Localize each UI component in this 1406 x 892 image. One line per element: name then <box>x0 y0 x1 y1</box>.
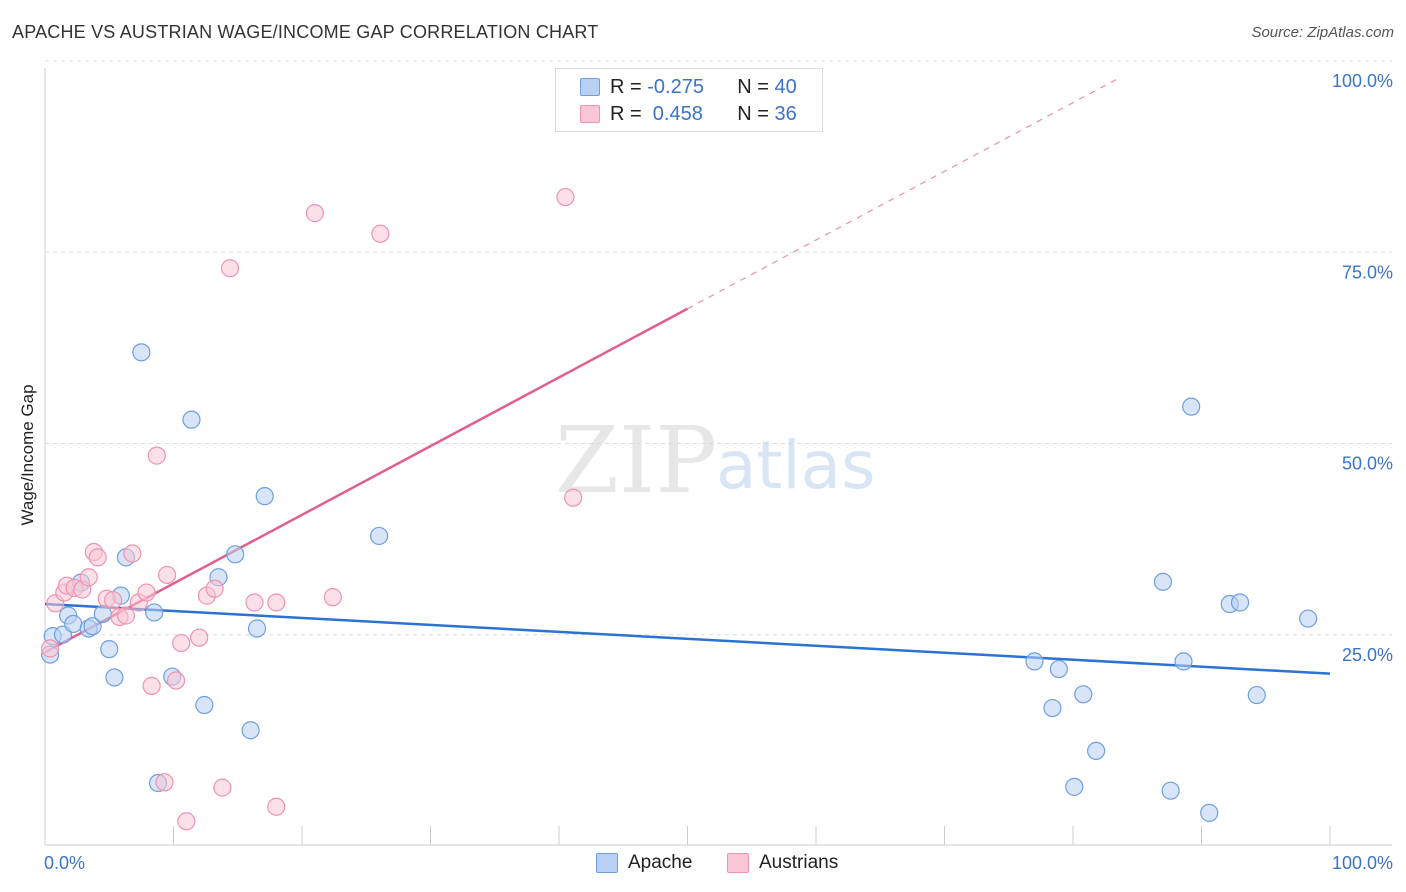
point-apache <box>1065 777 1084 796</box>
r-label: R = <box>610 75 648 98</box>
legend-label-apache: Apache <box>628 852 693 873</box>
austrians-swatch <box>580 105 600 123</box>
point-austrians <box>371 224 390 243</box>
point-apache <box>241 721 260 740</box>
point-apache <box>247 619 267 638</box>
point-apache <box>195 695 214 715</box>
point-austrians <box>123 544 142 563</box>
trend-lines <box>44 78 1331 675</box>
legend-item-austrians[interactable]: Austrians <box>727 852 838 874</box>
chart-title: APACHE VS AUSTRIAN WAGE/INCOME GAP CORRE… <box>12 22 599 42</box>
legend-label-austrians: Austrians <box>759 852 839 873</box>
point-apache <box>1174 652 1193 671</box>
r-value: -0.275 <box>647 75 704 98</box>
point-austrians <box>104 591 123 610</box>
point-austrians <box>147 446 166 465</box>
point-austrians <box>116 606 136 625</box>
point-apache <box>1182 397 1201 416</box>
x-tick-label-max: 100.0% <box>1332 853 1393 873</box>
point-austrians <box>305 204 324 223</box>
tick-labels: 25.0% 50.0% 75.0% 100.0% 0.0% 100.0% <box>44 71 1393 873</box>
point-apache <box>370 526 389 546</box>
point-austrians <box>267 797 286 816</box>
point-apache <box>1153 572 1173 591</box>
point-apache <box>182 410 201 429</box>
watermark: ZIP atlas <box>555 407 876 514</box>
point-austrians <box>205 579 224 598</box>
axes <box>44 68 1392 846</box>
n-label: N = <box>737 75 775 98</box>
n-value: 40 <box>774 75 797 98</box>
point-austrians <box>556 187 575 207</box>
point-austrians <box>166 671 186 690</box>
point-austrians <box>177 812 196 831</box>
point-austrians <box>142 676 161 695</box>
y-tick-label: 75.0% <box>1342 262 1393 282</box>
point-apache <box>1049 659 1068 679</box>
point-apache <box>1247 685 1266 705</box>
watermark-atlas: atlas <box>716 427 876 504</box>
point-apache <box>100 640 119 659</box>
n-value: 36 <box>774 102 797 125</box>
source-label: Source: ZipAtlas.com <box>1251 24 1394 41</box>
point-apache <box>1299 609 1318 628</box>
point-austrians <box>564 488 583 507</box>
point-apache <box>226 545 245 564</box>
x-tick-label-min: 0.0% <box>44 853 85 873</box>
point-apache <box>132 343 151 362</box>
point-apache <box>1200 803 1219 822</box>
point-austrians <box>245 593 264 612</box>
point-apache <box>1230 593 1250 612</box>
point-austrians <box>137 583 156 602</box>
austrians-legend-swatch <box>727 853 749 873</box>
r-label: R = <box>610 102 648 125</box>
point-austrians <box>190 628 209 647</box>
y-tick-label: 25.0% <box>1342 645 1393 665</box>
gridlines <box>45 60 1392 636</box>
n-label: N = <box>737 102 775 125</box>
trend-extension-austrians <box>687 78 1119 310</box>
point-austrians <box>213 778 232 797</box>
apache-legend-swatch <box>596 853 618 873</box>
r-value: 0.458 <box>647 102 703 125</box>
point-austrians <box>155 773 174 792</box>
point-austrians <box>220 259 240 278</box>
legend-row-apache: R = -0.275 N = 40 <box>580 74 797 100</box>
y-tick-label: 50.0% <box>1342 454 1393 474</box>
point-apache <box>105 668 124 687</box>
point-austrians <box>172 633 191 653</box>
y-tick-label: 100.0% <box>1332 71 1393 91</box>
point-austrians <box>88 548 107 567</box>
point-apache <box>83 617 102 636</box>
point-apache <box>1087 741 1106 761</box>
legend-row-austrians: R = 0.458 N = 36 <box>580 101 797 127</box>
point-austrians <box>41 639 60 658</box>
point-apache <box>1043 698 1062 718</box>
data-points <box>41 187 1318 831</box>
point-austrians <box>79 568 98 587</box>
point-apache <box>255 487 274 506</box>
point-austrians <box>267 593 286 612</box>
trend-line-apache <box>44 602 1331 675</box>
point-apache <box>1161 781 1180 800</box>
legend-item-apache[interactable]: Apache <box>596 852 692 874</box>
apache-swatch <box>580 78 600 96</box>
point-apache <box>1074 685 1093 704</box>
point-austrians <box>157 565 177 585</box>
point-apache <box>145 603 164 622</box>
stats-legend: R = -0.275 N = 40 R = 0.458 N = 36 <box>555 68 823 132</box>
point-apache <box>64 614 83 634</box>
y-axis-label: Wage/Income Gap <box>18 384 37 525</box>
point-austrians <box>323 588 342 607</box>
point-apache <box>1025 652 1044 671</box>
